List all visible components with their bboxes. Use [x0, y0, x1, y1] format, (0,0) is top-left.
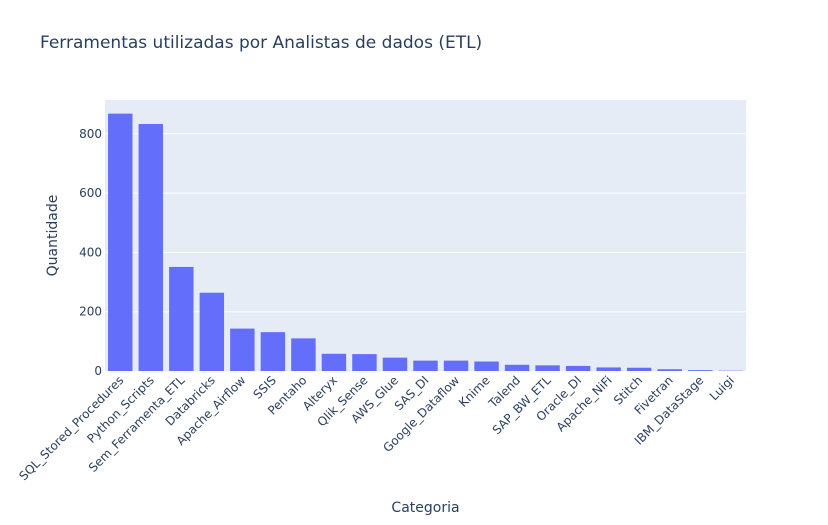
- bars: [108, 113, 743, 371]
- bar-pentaho[interactable]: [291, 338, 316, 371]
- chart-title: Ferramentas utilizadas por Analistas de …: [40, 33, 483, 53]
- x-axis-ticks: SQL_Stored_ProceduresPython_ScriptsSem_F…: [16, 373, 737, 483]
- bar-fivetran[interactable]: [657, 369, 682, 371]
- y-tick-label: 400: [79, 245, 102, 259]
- x-tick-label: Luigi: [707, 373, 737, 403]
- bar-qlik-sense[interactable]: [352, 354, 377, 371]
- bar-apache-nifi[interactable]: [596, 367, 621, 371]
- y-tick-label: 800: [79, 127, 102, 141]
- y-axis-title: Quantidade: [45, 195, 61, 277]
- bar-sem-ferramenta-etl[interactable]: [169, 266, 194, 371]
- bar-talend[interactable]: [504, 364, 530, 371]
- bar-sql-stored-procedures[interactable]: [108, 113, 133, 371]
- y-tick-label: 0: [94, 364, 102, 378]
- bar-databricks[interactable]: [199, 292, 225, 371]
- y-axis-ticks: 0 200 400 600 800: [79, 127, 102, 378]
- bar-google-dataflow[interactable]: [443, 360, 469, 371]
- bar-aws-glue[interactable]: [382, 357, 408, 371]
- bar-stitch[interactable]: [626, 367, 652, 371]
- bar-python-scripts[interactable]: [138, 124, 163, 371]
- bar-ibm-datastage[interactable]: [688, 370, 713, 371]
- bar-apache-airflow[interactable]: [230, 328, 255, 371]
- bar-knime[interactable]: [474, 361, 499, 371]
- bar-alteryx[interactable]: [321, 353, 347, 371]
- x-tick-label: Knime: [456, 373, 493, 410]
- y-tick-label: 600: [79, 186, 102, 200]
- bar-sap-bw-etl[interactable]: [535, 365, 560, 371]
- y-tick-label: 200: [79, 305, 102, 319]
- bar-sas-di[interactable]: [413, 360, 438, 371]
- bar-ssis[interactable]: [260, 332, 286, 371]
- bar-oracle-di[interactable]: [565, 365, 591, 371]
- x-axis-title: Categoria: [391, 500, 459, 516]
